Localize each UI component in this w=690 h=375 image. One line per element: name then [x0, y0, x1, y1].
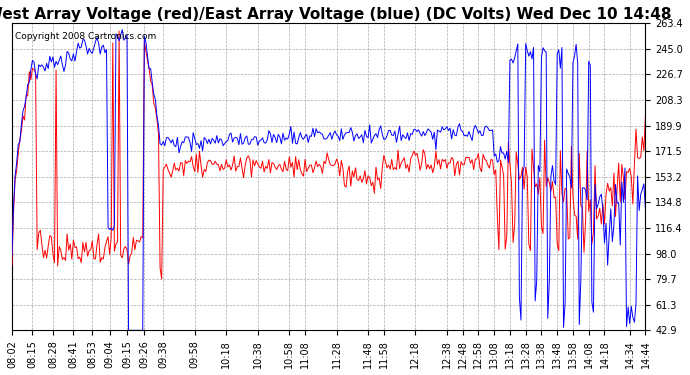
Text: Copyright 2008 Cartronics.com: Copyright 2008 Cartronics.com — [15, 32, 157, 41]
Title: West Array Voltage (red)/East Array Voltage (blue) (DC Volts) Wed Dec 10 14:48: West Array Voltage (red)/East Array Volt… — [0, 7, 671, 22]
